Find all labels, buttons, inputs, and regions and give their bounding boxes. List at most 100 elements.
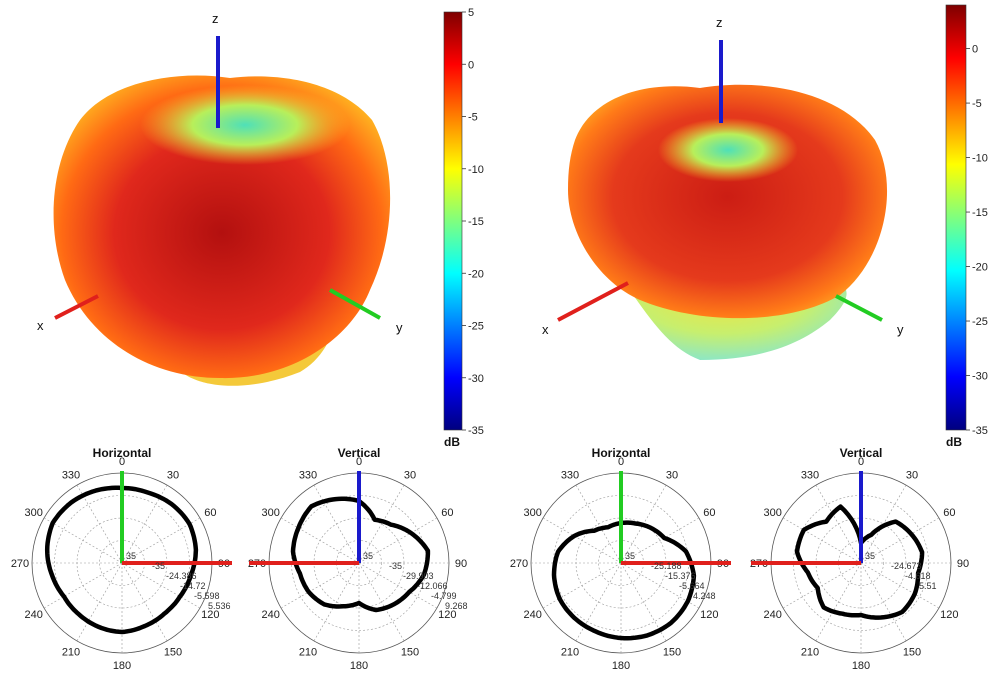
y-axis-label: y xyxy=(897,322,904,337)
polar-spoke xyxy=(358,517,438,564)
polar-spoke xyxy=(358,562,405,642)
polar-angle-label: 330 xyxy=(62,470,80,482)
colorbar-unit-label: dB xyxy=(946,435,962,449)
surface-dip xyxy=(140,85,350,165)
polar-spoke xyxy=(313,484,360,564)
polar-title: Vertical xyxy=(840,446,883,460)
polar-radial-label: -25.188 xyxy=(651,561,682,571)
polar-pattern-trace xyxy=(290,496,431,613)
colorbar-tick-label: -15 xyxy=(972,207,988,219)
polar-right-horizontal: 0330300270240210180150120906030Horizonta… xyxy=(510,446,731,672)
polar-angle-label: 60 xyxy=(441,507,453,519)
polar-angle-label: 90 xyxy=(455,558,467,570)
polar-spoke xyxy=(121,484,168,564)
polar-angle-label: 210 xyxy=(561,646,579,658)
colorbar-tick-label: -35 xyxy=(972,425,988,437)
polar-spoke xyxy=(43,517,123,564)
polar-radial-label: -35 xyxy=(152,561,165,571)
polar-angle-label: 0 xyxy=(356,456,362,468)
polar-angle-label: 150 xyxy=(164,646,182,658)
polar-angle-label: 0 xyxy=(119,456,125,468)
polar-angle-label: 60 xyxy=(204,507,216,519)
polar-angle-label: 150 xyxy=(903,646,921,658)
colorbar-unit-label: dB xyxy=(444,435,460,449)
colorbar-tick-label: -5 xyxy=(972,98,982,110)
colorbar-tick-label: -20 xyxy=(468,268,484,280)
polar-angle-label: 30 xyxy=(906,470,918,482)
polar-center-label: 35 xyxy=(363,551,373,561)
polar-angle-label: 240 xyxy=(24,609,42,621)
polar-angle-label: 330 xyxy=(299,470,317,482)
colorbar-tick-label: -25 xyxy=(972,316,988,328)
polar-radial-label: 5.536 xyxy=(208,601,231,611)
polar-spoke xyxy=(43,562,123,609)
polar-angle-label: 150 xyxy=(401,646,419,658)
colorbar-right: 0 -5 -10 -15 -20 -25 -30 -35 dB xyxy=(945,4,988,449)
x-axis-label: x xyxy=(542,322,549,337)
polar-spoke xyxy=(860,517,940,564)
polar-angle-label: 240 xyxy=(763,609,781,621)
polar-title: Vertical xyxy=(338,446,381,460)
polar-angle-label: 0 xyxy=(618,456,624,468)
polar-spoke xyxy=(575,484,622,564)
polar-angle-label: 300 xyxy=(523,507,541,519)
polar-angle-label: 150 xyxy=(663,646,681,658)
polar-angle-label: 120 xyxy=(700,609,718,621)
polar-angle-label: 30 xyxy=(167,470,179,482)
colorbar-tick-label: -30 xyxy=(468,373,484,385)
colorbar-tick-label: -20 xyxy=(972,262,988,274)
polar-angle-label: 0 xyxy=(858,456,864,468)
polar-spoke xyxy=(280,562,360,609)
polar-center-label: 35 xyxy=(865,551,875,561)
polar-spoke xyxy=(313,562,360,642)
polar-pattern-trace xyxy=(794,504,925,620)
polar-angle-label: 180 xyxy=(852,660,870,672)
x-axis-line xyxy=(557,281,629,322)
colorbar-tick-label: -15 xyxy=(468,216,484,228)
polar-radial-label: -12.066 xyxy=(417,581,448,591)
polar-spoke xyxy=(76,484,123,564)
polar-angle-label: 120 xyxy=(438,609,456,621)
polar-title: Horizontal xyxy=(592,446,651,460)
polar-angle-label: 60 xyxy=(943,507,955,519)
colorbar-tick-label: 0 xyxy=(468,59,474,71)
colorbar-tick-label: -35 xyxy=(468,425,484,437)
polar-spoke xyxy=(620,517,700,564)
polar-radial-label: 9.268 xyxy=(445,601,468,611)
polar-radial-label: 4.248 xyxy=(693,591,716,601)
pattern-3d-left: x y z xyxy=(37,11,403,386)
polar-angle-label: 300 xyxy=(261,507,279,519)
polar-angle-label: 270 xyxy=(510,558,528,570)
polar-angle-label: 60 xyxy=(703,507,715,519)
polar-radial-label: -29.903 xyxy=(403,571,434,581)
colorbar-tick-label: -25 xyxy=(468,321,484,333)
colorbar-bar xyxy=(443,11,463,431)
polar-spoke xyxy=(575,562,622,642)
polar-angle-label: 300 xyxy=(24,507,42,519)
polar-angle-label: 30 xyxy=(404,470,416,482)
polar-center-label: 35 xyxy=(126,551,136,561)
polar-radial-label: -5.664 xyxy=(679,581,705,591)
polar-radial-label: -15.376 xyxy=(665,571,696,581)
colorbar-bar xyxy=(945,4,967,431)
polar-radial-label: -14.72 xyxy=(180,581,206,591)
pattern-3d-right: x y z xyxy=(542,15,904,360)
polar-spoke xyxy=(782,517,862,564)
polar-spoke xyxy=(782,562,862,609)
polar-angle-label: 120 xyxy=(940,609,958,621)
polar-title: Horizontal xyxy=(93,446,152,460)
polar-radial-label: -35 xyxy=(389,561,402,571)
y-axis-line xyxy=(329,288,381,320)
colorbar-tick-label: -30 xyxy=(972,371,988,383)
polar-angle-label: 90 xyxy=(957,558,969,570)
colorbar-tick-label: -10 xyxy=(468,164,484,176)
colorbar-left: 5 0 -5 -10 -15 -20 -25 -30 -35 dB xyxy=(443,7,484,449)
polar-spoke xyxy=(620,562,667,642)
colorbar-tick-label: 5 xyxy=(468,7,474,19)
polar-angle-label: 210 xyxy=(299,646,317,658)
polar-spoke xyxy=(620,562,700,609)
polar-angle-label: 180 xyxy=(612,660,630,672)
colorbar-tick-label: -5 xyxy=(468,112,478,124)
x-axis-label: x xyxy=(37,318,44,333)
polar-spoke xyxy=(121,562,168,642)
